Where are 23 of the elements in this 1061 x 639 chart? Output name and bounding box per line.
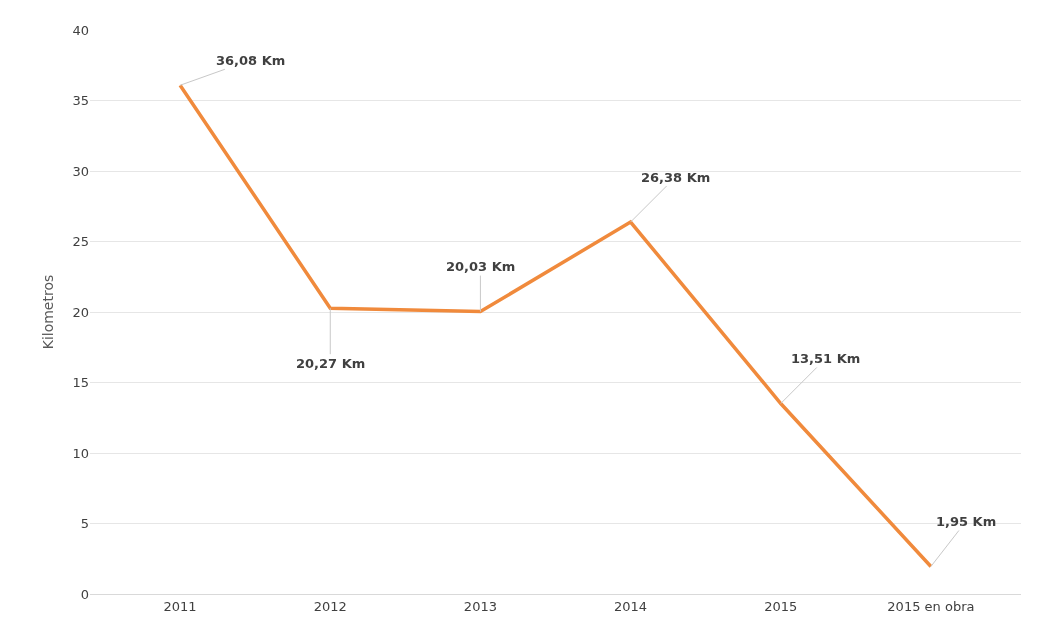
x-tick-label: 2011 xyxy=(163,598,197,614)
x-tick-label: 2014 xyxy=(614,598,648,614)
data-label: 1,95 Km xyxy=(936,514,997,529)
y-tick-label: 0 xyxy=(80,586,89,602)
y-tick-label: 20 xyxy=(72,304,89,320)
y-tick-label: 10 xyxy=(72,445,89,461)
x-tick-label: 2015 xyxy=(764,598,798,614)
line-series xyxy=(178,83,933,569)
y-axis-title: Kilometros xyxy=(40,274,57,350)
data-label: 20,03 Km xyxy=(446,259,516,274)
y-tick-label: 15 xyxy=(72,375,89,391)
x-tick-label: 2013 xyxy=(463,598,497,614)
data-label: 36,08 Km xyxy=(216,53,286,68)
y-tick-label: 5 xyxy=(80,516,89,532)
y-tick-label: 25 xyxy=(72,234,89,250)
y-tick-label: 40 xyxy=(72,22,89,38)
data-label: 26,38 Km xyxy=(641,170,711,185)
x-tick-label: 2015 en obra xyxy=(887,598,975,614)
y-tick-label: 35 xyxy=(72,93,89,109)
y-tick-label: 30 xyxy=(72,163,89,179)
data-label: 13,51 Km xyxy=(791,351,861,366)
data-label: 20,27 Km xyxy=(296,356,366,371)
x-tick-label: 2012 xyxy=(313,598,347,614)
